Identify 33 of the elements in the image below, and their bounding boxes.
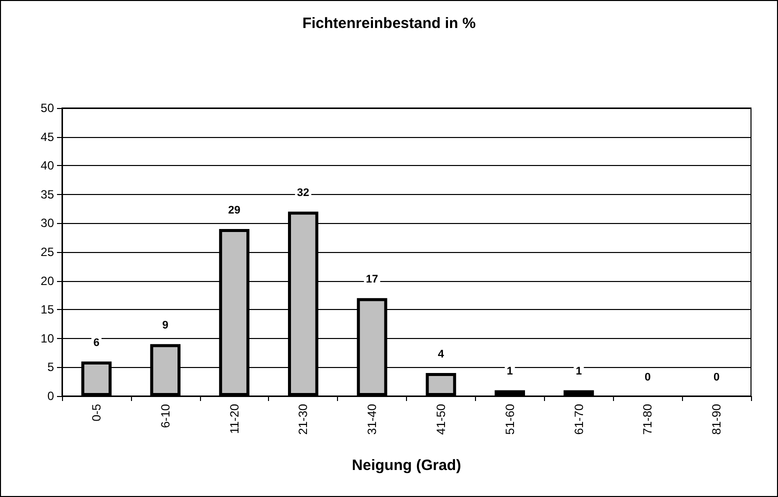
y-tick-label: 25 bbox=[40, 245, 54, 259]
data-label: 0 bbox=[713, 372, 720, 384]
x-tick-label: 61-70 bbox=[572, 404, 586, 435]
x-tick-label: 11-20 bbox=[227, 404, 242, 434]
x-tick-label: 81-90 bbox=[710, 404, 724, 435]
x-tick-label: 51-60 bbox=[502, 404, 517, 435]
x-tick-label: 31-40 bbox=[365, 404, 380, 435]
x-tick-label: 71-80 bbox=[640, 404, 655, 435]
data-label: 29 bbox=[228, 204, 240, 216]
x-tick-label: 41-50 bbox=[434, 404, 448, 435]
data-label: 1 bbox=[576, 366, 582, 378]
data-label: 0 bbox=[644, 372, 651, 384]
data-label: 6 bbox=[93, 336, 100, 349]
x-tick-label: 21-30 bbox=[296, 404, 310, 435]
y-tick-label: 35 bbox=[40, 187, 54, 202]
chart-title: Fichtenreinbestand in % bbox=[302, 15, 476, 32]
y-tick-label: 10 bbox=[40, 331, 54, 346]
data-label: 4 bbox=[438, 348, 445, 360]
data-label: 17 bbox=[366, 274, 378, 286]
x-tick-label: 0-5 bbox=[89, 404, 104, 422]
y-tick-label: 50 bbox=[40, 101, 54, 115]
y-tick-label: 5 bbox=[47, 360, 54, 374]
y-tick-label: 40 bbox=[40, 158, 54, 173]
y-tick-label: 20 bbox=[40, 274, 54, 288]
y-tick-label: 15 bbox=[40, 302, 54, 317]
x-axis-title: Neigung (Grad) bbox=[352, 457, 462, 474]
y-tick-label: 30 bbox=[40, 216, 54, 230]
x-tick-label: 6-10 bbox=[158, 404, 172, 428]
data-label: 32 bbox=[297, 187, 310, 200]
y-tick-label: 45 bbox=[40, 130, 54, 144]
data-label: 9 bbox=[162, 320, 168, 332]
y-tick-label: 0 bbox=[47, 389, 54, 403]
data-label: 1 bbox=[506, 366, 513, 378]
